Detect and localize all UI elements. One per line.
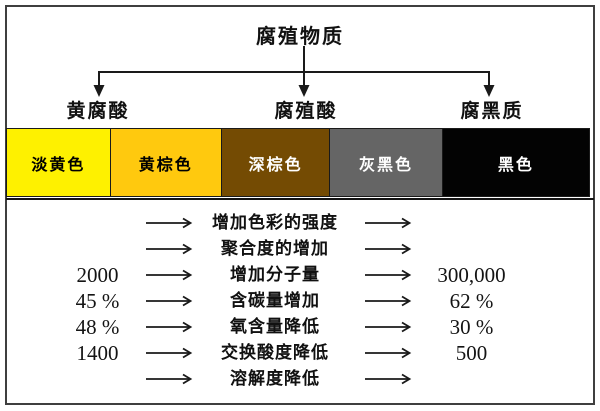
property-label: 含碳量增加 (230, 291, 320, 310)
color-cell-yellow-brown: 黄棕色 (109, 128, 222, 197)
tree-connector-arrows (93, 46, 495, 97)
color-cell-dark-brown: 深棕色 (220, 128, 331, 197)
property-label: 聚合度的增加 (221, 239, 329, 258)
right-arrow-icon (352, 236, 423, 262)
right-arrow-icon (140, 262, 198, 288)
right-arrow-icon (352, 210, 423, 236)
right-arrow-icon (352, 314, 423, 340)
diagram-title: 腐殖物质 (256, 26, 344, 48)
branch-label-humin: 腐黑质 (460, 101, 524, 122)
property-gradient-table: 增加色彩的强度 聚合度的增加 2000 增加分子量 300,000 45 % (6, 210, 594, 392)
down-arrow-icon (483, 85, 495, 97)
color-cell-light-yellow: 淡黄色 (6, 128, 111, 197)
right-arrow-icon (140, 314, 198, 340)
property-row: 48 % 氧含量降低 30 % (6, 314, 594, 340)
down-arrow-icon (93, 85, 105, 97)
property-row: 2000 增加分子量 300,000 (6, 262, 594, 288)
color-cell-black: 黑色 (441, 128, 590, 197)
right-value: 500 (455, 341, 488, 365)
left-value: 45 % (75, 289, 120, 313)
property-label: 增加色彩的强度 (212, 213, 338, 232)
left-value: 48 % (75, 315, 120, 339)
property-row: 45 % 含碳量增加 62 % (6, 288, 594, 314)
right-arrow-icon (140, 236, 198, 262)
right-value: 300,000 (437, 263, 506, 287)
down-arrow-icon (298, 85, 310, 97)
property-label: 溶解度降低 (230, 369, 320, 388)
property-row: 1400 交换酸度降低 500 (6, 340, 594, 366)
left-value: 1400 (76, 341, 119, 365)
right-arrow-icon (140, 288, 198, 314)
property-row: 溶解度降低 (6, 366, 594, 392)
property-label: 增加分子量 (230, 265, 320, 284)
branch-label-fulvic-acid: 黄腐酸 (66, 101, 130, 122)
right-value: 30 % (449, 315, 494, 339)
color-cell-gray-black: 灰黑色 (329, 128, 443, 197)
right-arrow-icon (140, 210, 198, 236)
right-arrow-icon (352, 262, 423, 288)
property-label: 氧含量降低 (230, 317, 320, 336)
left-value: 2000 (76, 263, 119, 287)
right-arrow-icon (140, 366, 198, 392)
property-row: 增加色彩的强度 (6, 210, 594, 236)
section-divider (6, 198, 594, 200)
branch-label-humic-acid: 腐殖酸 (274, 101, 338, 122)
right-arrow-icon (352, 288, 423, 314)
right-arrow-icon (352, 340, 423, 366)
right-arrow-icon (140, 340, 198, 366)
right-value: 62 % (449, 289, 494, 313)
property-label: 交换酸度降低 (221, 343, 329, 362)
property-row: 聚合度的增加 (6, 236, 594, 262)
color-scale-bar: 淡黄色 黄棕色 深棕色 灰黑色 黑色 (6, 128, 594, 197)
right-arrow-icon (352, 366, 423, 392)
